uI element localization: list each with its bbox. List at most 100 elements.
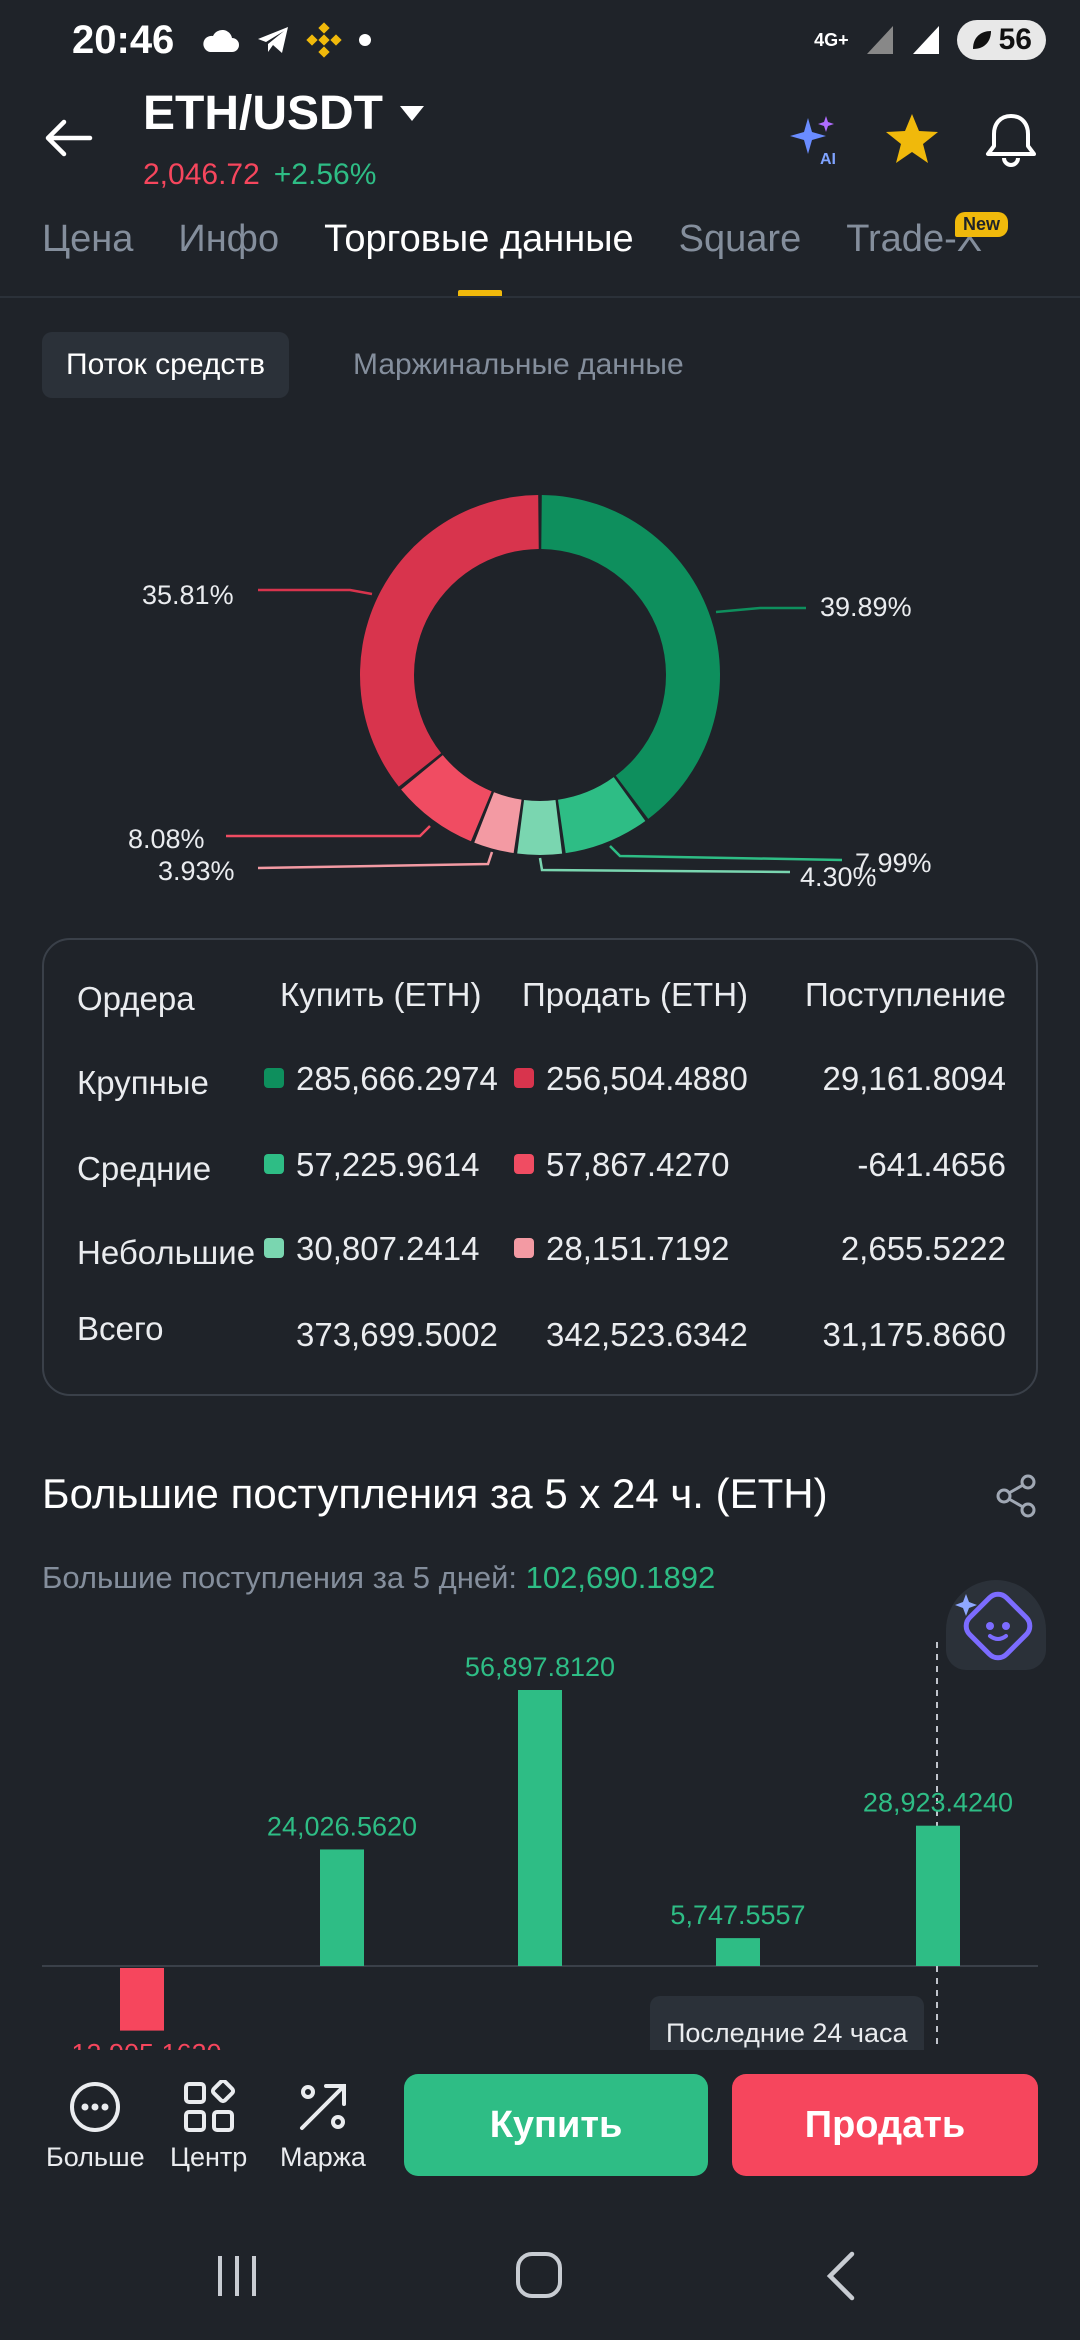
- inflow-value: 31,175.8660: [822, 1316, 1006, 1353]
- tab-square[interactable]: Square: [678, 218, 802, 260]
- sell-cell: 57,867.4270: [514, 1146, 730, 1184]
- grid-icon: [183, 2080, 235, 2132]
- leader-line-6: [258, 588, 373, 596]
- col-orders-header: Ордера: [77, 980, 195, 1017]
- ai-assistant-button[interactable]: [946, 1580, 1046, 1670]
- subtitle-value: 102,690.1892: [525, 1560, 716, 1595]
- donut-label-5: 8.08%: [128, 824, 205, 854]
- sell-button[interactable]: Продать: [732, 2074, 1038, 2176]
- subtab-margin-data[interactable]: Маржинальные данные: [353, 348, 684, 381]
- medium-buy-dot: [264, 1154, 284, 1175]
- row-label: Всего: [77, 1310, 164, 1347]
- ai-assistant-icon: [955, 1591, 1033, 1661]
- ai-sparkle-icon[interactable]: AI: [786, 112, 842, 168]
- bar-label-4: 5,747.5557: [670, 1900, 805, 1930]
- more-button[interactable]: Больше: [46, 2080, 145, 2173]
- row-label: Средние: [77, 1150, 212, 1187]
- battery-level: 56: [998, 23, 1032, 56]
- more-label: Больше: [46, 2142, 145, 2172]
- subtitle-label: Большие поступления за 5 дней:: [42, 1560, 518, 1595]
- back-arrow-icon[interactable]: [44, 118, 94, 158]
- leader-line-5: [226, 825, 431, 838]
- recent-apps-icon[interactable]: [214, 2254, 260, 2298]
- inflow-value: 29,161.8094: [822, 1060, 1006, 1097]
- bar-5: [916, 1825, 960, 1966]
- status-system-icons: 4G+ 56: [814, 20, 1046, 60]
- leaf-icon: [972, 31, 991, 49]
- sell-value: 342,523.6342: [546, 1316, 748, 1353]
- price-change: +2.56%: [273, 158, 377, 191]
- center-button[interactable]: Центр: [170, 2080, 247, 2173]
- bar-2: [320, 1849, 364, 1966]
- signal-icon: [866, 26, 893, 54]
- buy-value: 57,225.9614: [296, 1146, 480, 1183]
- system-nav-bar: [0, 2200, 1080, 2340]
- tab-price[interactable]: Цена: [42, 218, 134, 260]
- new-badge: New: [955, 212, 1009, 237]
- donut-segment-2: [557, 777, 646, 854]
- signal-icon-2: [912, 26, 939, 54]
- donut-segment-5: [401, 755, 492, 842]
- buy-cell: 285,666.2974: [264, 1060, 498, 1098]
- status-notification-icons: [200, 22, 372, 58]
- table-header-row: Ордера Купить (ETH) Продать (ETH) Поступ…: [44, 976, 1036, 1036]
- bar-label-2: 24,026.5620: [267, 1811, 417, 1841]
- bar-3: [518, 1690, 562, 1966]
- table-row: Всего 373,699.5002 342,523.6342 31,175.8…: [44, 1310, 1036, 1376]
- tab-info[interactable]: Инфо: [178, 218, 280, 260]
- pair-title: ETH/USDT: [143, 87, 383, 140]
- margin-label: Маржа: [280, 2142, 366, 2172]
- cloud-icon: [203, 29, 239, 52]
- back-nav-icon[interactable]: [824, 2250, 858, 2302]
- buy-cell: 30,807.2414: [264, 1230, 480, 1268]
- medium-sell-dot: [514, 1154, 534, 1175]
- bar-4: [716, 1938, 760, 1966]
- share-icon[interactable]: [994, 1474, 1038, 1518]
- battery-indicator: 56: [956, 20, 1046, 60]
- margin-button[interactable]: Маржа: [280, 2080, 366, 2173]
- donut-segment-3: [517, 799, 563, 855]
- orders-table-card: Ордера Купить (ETH) Продать (ETH) Поступ…: [42, 938, 1038, 1396]
- bar-label-3: 56,897.8120: [465, 1652, 615, 1682]
- row-label: Крупные: [77, 1064, 209, 1101]
- star-icon[interactable]: [884, 112, 940, 166]
- pair-selector[interactable]: ETH/USDT: [143, 86, 425, 141]
- large-buy-dot: [264, 1068, 284, 1089]
- inflow-value: 2,655.5222: [840, 1230, 1006, 1267]
- donut-label-2: 7.99%: [855, 848, 932, 878]
- large-inflows-bar-chart: -12,905.1620 24,026.5620 56,897.8120 5,747.…: [42, 1642, 1038, 2050]
- table-row: Крупные 285,666.2974 256,504.4880 29,161…: [44, 1060, 1036, 1120]
- caret-down-icon: [400, 105, 424, 121]
- donut-segment-1: [541, 495, 720, 819]
- home-icon[interactable]: [514, 2250, 564, 2300]
- section-subtitle: Большие поступления за 5 дней: 102,690.1…: [42, 1560, 715, 1596]
- svg-text:AI: AI: [820, 151, 836, 168]
- col-buy-header: Купить (ETH): [280, 976, 482, 1013]
- buy-button[interactable]: Купить: [404, 2074, 708, 2176]
- sell-value: 57,867.4270: [546, 1146, 730, 1183]
- bar-1: [120, 1968, 164, 2031]
- donut-label-1: 39.89%: [820, 592, 912, 622]
- sell-cell: 256,504.4880: [514, 1060, 748, 1098]
- buy-value: 373,699.5002: [296, 1316, 498, 1353]
- section-title: Большие поступления за 5 x 24 ч. (ETH): [42, 1470, 828, 1517]
- bell-icon[interactable]: [984, 110, 1038, 168]
- table-row: Средние 57,225.9614 57,867.4270 -641.465…: [44, 1146, 1036, 1206]
- sell-cell: 28,151.7192: [514, 1230, 730, 1268]
- buy-cell: 57,225.9614: [264, 1146, 480, 1184]
- donut-label-6: 35.81%: [142, 580, 234, 610]
- last-price: 2,046.72: [143, 158, 260, 191]
- subtab-fund-flow[interactable]: Поток средств: [42, 332, 290, 398]
- col-sell-header: Продать (ETH): [522, 976, 749, 1013]
- small-sell-dot: [514, 1238, 534, 1259]
- price-row: 2,046.72 +2.56%: [143, 158, 376, 192]
- bar-label-5: 28,923.4240: [863, 1788, 1013, 1818]
- bar-label-1: -12,905.1620: [62, 2039, 221, 2050]
- dot-icon: [359, 34, 371, 46]
- tab-trading-data[interactable]: Торговые данные: [324, 218, 634, 260]
- network-type: 4G+: [814, 29, 849, 50]
- fund-flow-donut-chart: 39.89% 7.99% 4.30% 3.93% 8.08% 35.81%: [128, 495, 932, 892]
- col-inflow-header: Поступление: [804, 976, 1006, 1013]
- donut-segment-4: [474, 792, 522, 854]
- large-sell-dot: [514, 1068, 534, 1089]
